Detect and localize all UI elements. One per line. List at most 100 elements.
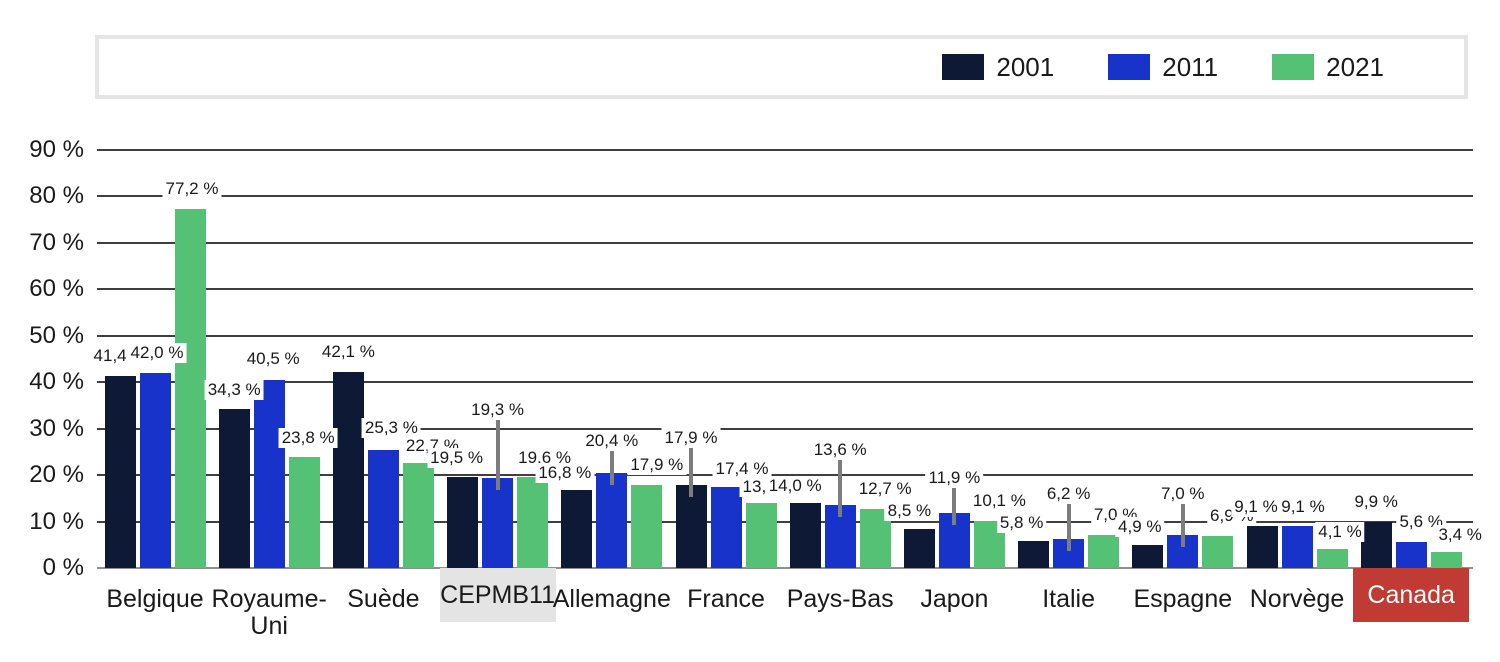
bar-2011-France: [710, 487, 742, 568]
leader-line: [1180, 504, 1185, 548]
bar-value-label: 17,4 %: [712, 459, 772, 480]
y-axis-tick-label: 40 %: [29, 368, 84, 396]
x-axis-label-Pays-Bas: Pays-Bas: [786, 585, 894, 613]
bar-2001-Canada: [1360, 522, 1392, 568]
x-axis-label-Suède: Suède: [347, 585, 420, 613]
bar-value-label: 8,5 %: [884, 500, 935, 521]
gridline: [97, 288, 1473, 291]
bar-value-label: 42,1 %: [318, 342, 378, 363]
x-axis-label-Italie: Italie: [1042, 585, 1095, 613]
leader-line: [495, 420, 500, 491]
y-axis-tick-label: 20 %: [29, 461, 84, 489]
y-axis-tick-label: 80 %: [29, 182, 84, 210]
legend-swatch-2001: [942, 54, 985, 80]
legend: 2001 2011 2021: [95, 35, 1468, 99]
bar-2021-Espagne: [1202, 535, 1234, 568]
bar-2001-CEPMB11: [447, 477, 479, 568]
x-axis-label-Allemagne: Allemagne: [552, 585, 671, 613]
bar-value-label: 14,0 %: [765, 475, 825, 496]
x-axis-label-Canada-highlight: Canada: [1353, 568, 1470, 622]
y-axis-tick-label: 60 %: [29, 275, 84, 303]
legend-item-2021: 2021: [1272, 52, 1384, 83]
y-axis-tick-label: 70 %: [29, 228, 84, 256]
bar-2001-Suède: [332, 372, 364, 568]
bar-value-label: 77,2 %: [162, 179, 222, 200]
x-axis-label-CEPMB11-highlight: CEPMB11: [439, 568, 556, 622]
legend-label: 2001: [996, 51, 1055, 82]
gridline: [97, 149, 1473, 151]
y-axis-tick-label: 30 %: [29, 414, 84, 442]
bar-value-label: 11,9 %: [925, 467, 984, 488]
bar-2021-Belgique: [174, 209, 206, 568]
bar-value-label: 19,5 %: [427, 448, 487, 469]
bar-2011-CEPMB11: [482, 478, 514, 568]
gridline: [97, 381, 1473, 384]
legend-swatch-2021: [1272, 54, 1315, 80]
bar-2011-Canada: [1395, 541, 1427, 568]
bar-2021-Royaume-Uni: [288, 457, 320, 568]
gridline: [97, 195, 1473, 198]
bar-2021-Suède: [402, 462, 434, 568]
y-axis-tick-label: 0 %: [42, 554, 84, 581]
bar-2001-Japon: [903, 528, 935, 568]
bar-2001-Espagne: [1132, 545, 1164, 568]
bar-value-label: 7,0 %: [1158, 484, 1208, 505]
bar-2021-Allemagne: [631, 484, 663, 568]
gridline: [97, 520, 1473, 523]
bar-2021-CEPMB11: [517, 476, 549, 568]
gridline: [97, 334, 1473, 337]
bar-2021-France: [745, 503, 777, 568]
bar-2021-Italie: [1088, 535, 1120, 568]
legend-item-2011: 2011: [1108, 52, 1218, 83]
bar-2011-Norvège: [1281, 525, 1313, 568]
y-axis-tick-label: 50 %: [29, 321, 84, 349]
bar-value-label: 5,6 %: [1396, 511, 1446, 532]
x-axis-label-Belgique: Belgique: [106, 585, 204, 613]
legend-item-2001: 2001: [942, 52, 1054, 83]
bar-2001-Allemagne: [561, 489, 593, 568]
x-axis-label-France: France: [687, 585, 765, 613]
bar-2001-Norvège: [1246, 525, 1278, 568]
gridline: [97, 427, 1473, 430]
bar-value-label: 20,4 %: [582, 431, 642, 452]
bar-2011-Allemagne: [596, 473, 628, 568]
bar-value-label: 4,9 %: [1115, 517, 1165, 538]
bar-2011-Belgique: [139, 372, 171, 568]
bar-2021-Norvège: [1316, 548, 1348, 568]
bar-2011-Suède: [367, 450, 399, 568]
bar-value-label: 13,6 %: [810, 439, 870, 460]
bar-value-label: 9,9 %: [1351, 492, 1401, 513]
y-axis-tick-label: 90 %: [29, 136, 84, 163]
bar-value-label: 9,1 %: [1231, 496, 1281, 517]
bar-value-label: 34,3 %: [204, 379, 264, 400]
bar-value-label: 12,7 %: [855, 479, 915, 499]
bar-2011-Royaume-Uni: [253, 379, 285, 568]
leader-line: [689, 447, 693, 497]
bar-2001-Belgique: [104, 375, 136, 568]
legend-swatch-2011: [1108, 54, 1151, 80]
gridline: [97, 241, 1473, 244]
bar-2021-Canada: [1430, 552, 1462, 568]
bar-2001-Royaume-Uni: [218, 408, 250, 568]
leader-line: [838, 459, 843, 517]
bar-value-label: 17,9 %: [627, 454, 687, 475]
y-axis-tick-label: 10 %: [29, 507, 84, 535]
bar-value-label: 23,8 %: [278, 428, 338, 449]
bar-value-label: 17,9 %: [661, 427, 721, 448]
x-axis-label-Norvège: Norvège: [1249, 585, 1345, 613]
legend-label: 2021: [1326, 51, 1384, 82]
x-axis-label-Espagne: Espagne: [1133, 585, 1233, 613]
legend-label: 2011: [1162, 51, 1219, 82]
bar-value-label: 25,3 %: [361, 418, 421, 439]
x-axis-line: [97, 567, 1473, 569]
leader-line: [609, 451, 614, 486]
bar-value-label: 5,8 %: [996, 513, 1047, 534]
bar-value-label: 3,4 %: [1435, 525, 1485, 546]
bar-2001-France: [675, 484, 707, 568]
leader-line: [1066, 504, 1071, 552]
bar-value-label: 19,3 %: [468, 400, 528, 421]
bar-2001-Pays-Bas: [789, 502, 821, 568]
bar-value-label: 16,8 %: [535, 462, 595, 483]
